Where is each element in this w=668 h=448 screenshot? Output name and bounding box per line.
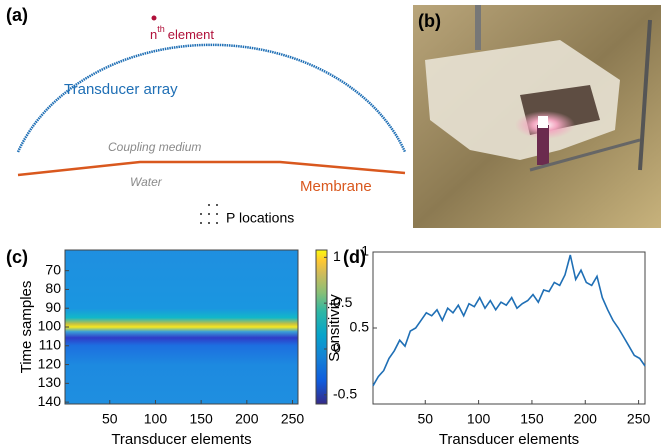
colorbar-tick-label: 1 <box>333 248 341 264</box>
element-word: element <box>168 27 215 42</box>
colorbar-tick-label: 0 <box>333 340 341 356</box>
x-axis-label: Transducer elements <box>111 431 251 448</box>
water-label: Water <box>130 175 163 189</box>
y-axis-label: Sensitivity <box>326 294 343 362</box>
panel-label: (b) <box>418 11 441 31</box>
membrane-label: Membrane <box>300 178 372 195</box>
y-tick-label: 1 <box>361 243 369 259</box>
x-tick-label: 150 <box>189 411 213 427</box>
element-sup: th <box>157 24 165 34</box>
location-dots <box>200 204 218 224</box>
x-tick-label: 100 <box>467 411 491 427</box>
y-axis-label: Time samples <box>18 281 35 374</box>
y-tick-label: 140 <box>38 393 62 409</box>
x-tick-label: 200 <box>235 411 259 427</box>
array-label: Transducer array <box>64 81 178 98</box>
y-tick-label: 80 <box>45 280 61 296</box>
y-tick-label: 70 <box>45 261 61 277</box>
y-tick-label: 130 <box>38 374 62 390</box>
element-label: nth element <box>150 24 214 42</box>
coupling-label: Coupling medium <box>108 140 201 154</box>
x-tick-label: 200 <box>574 411 598 427</box>
y-tick-label: 90 <box>45 299 61 315</box>
colorbar-tick-label: -0.5 <box>333 386 357 402</box>
transducer-arc <box>16 43 407 153</box>
y-tick-label: 120 <box>38 355 62 371</box>
photo <box>413 5 661 228</box>
y-tick-label: 100 <box>38 318 62 334</box>
x-tick-label: 100 <box>144 411 168 427</box>
x-tick-label: 250 <box>627 411 651 427</box>
colorbar <box>315 249 328 405</box>
nth-element-dot <box>151 15 157 21</box>
x-tick-label: 50 <box>102 411 118 427</box>
locations-label: P locations <box>226 210 294 226</box>
x-tick-label: 250 <box>281 411 305 427</box>
panel-label: (d) <box>343 247 366 267</box>
line-series <box>372 254 646 387</box>
panel-label: (a) <box>6 5 28 25</box>
plot-frame <box>372 251 646 405</box>
element-n: n <box>150 27 157 42</box>
x-axis-label: Transducer elements <box>439 431 579 448</box>
x-tick-label: 50 <box>417 411 433 427</box>
colorbar-tick-label: 0.5 <box>333 294 353 310</box>
heatmap-image <box>65 250 298 404</box>
x-tick-label: 150 <box>520 411 544 427</box>
y-tick-label: 110 <box>39 336 62 352</box>
membrane-line <box>17 160 406 177</box>
panel-label: (c) <box>6 247 28 267</box>
y-tick-label: 0.5 <box>350 319 370 335</box>
